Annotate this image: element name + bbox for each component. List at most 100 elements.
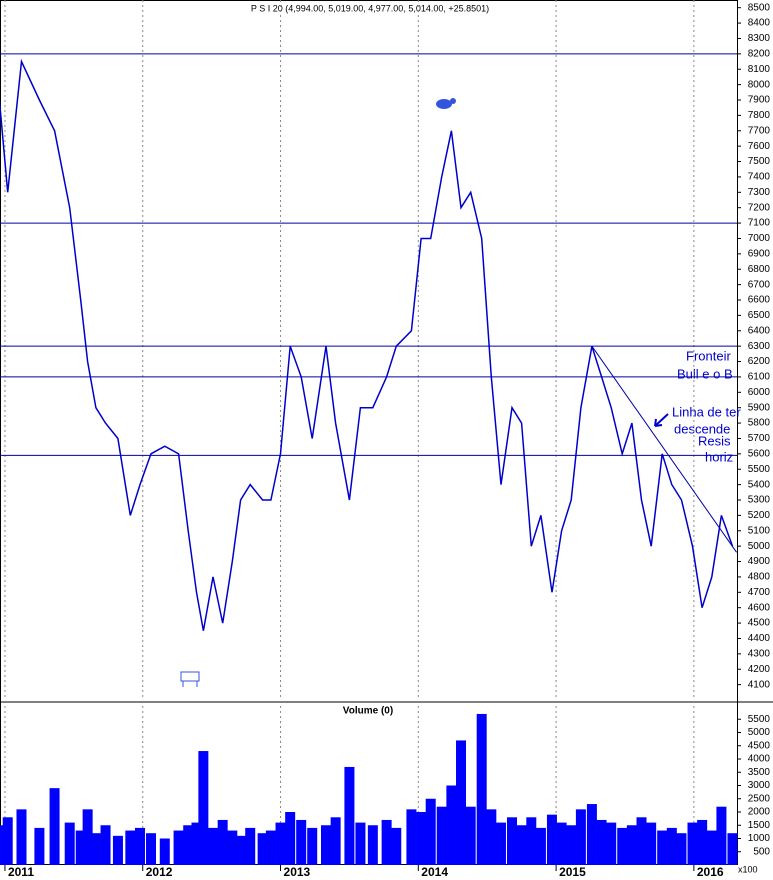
volume-bar [606,822,617,865]
y-tick-label: 5700 [748,433,771,444]
y-tick-label: 8200 [748,48,771,59]
volume-bar [367,825,378,865]
volume-bar [546,814,557,865]
y-tick-label: 7000 [748,233,771,244]
volume-bar [0,825,5,865]
volume-unit: x100 [738,864,758,874]
volume-bar [49,788,60,865]
y-tick-label: 5500 [748,714,771,725]
volume-bar [245,827,256,865]
y-tick-label: 6000 [748,387,771,398]
y-tick-label: 5200 [748,510,771,521]
volume-bar [296,819,307,865]
volume-bar [406,809,417,865]
volume-bar [697,819,708,865]
volume-bar [706,830,717,865]
volume-bar [425,798,436,865]
volume-bar [676,833,687,865]
volume-bar [596,819,607,865]
volume-bar [191,822,202,865]
volume-bar [183,825,194,865]
y-tick-label: 3500 [748,767,771,778]
annotation: Linha de ter [672,404,741,419]
y-tick-label: 6500 [748,310,771,321]
volume-bar [465,806,476,865]
volume-bar [198,751,209,865]
annotation: horiz [705,449,733,464]
volume-bar [125,830,136,865]
bear-icon [180,671,200,687]
y-tick-label: 5300 [748,495,771,506]
y-tick-label: 7800 [748,110,771,121]
volume-bar [265,830,276,865]
chart-title: P S I 20 (4,994.00, 5,019.00, 4,977.00, … [251,3,489,13]
volume-bar [227,830,238,865]
volume-bar [82,809,93,865]
y-tick-label: 4100 [748,679,771,690]
volume-bar [275,822,286,865]
y-tick-label: 7700 [748,125,771,136]
y-tick-label: 2500 [748,793,771,804]
y-tick-label: 4900 [748,556,771,567]
y-tick-label: 7400 [748,172,771,183]
volume-bar [100,825,111,865]
y-tick-label: 5400 [748,479,771,490]
y-tick-label: 4200 [748,664,771,675]
volume-bar [2,817,13,865]
volume-bar [446,785,457,865]
y-tick-label: 8100 [748,64,771,75]
volume-bar [64,822,75,865]
volume-bar [626,825,637,865]
annotation: Fronteir [686,348,731,363]
annotation: Resis [698,433,731,448]
volume-bar [307,827,318,865]
y-tick-label: 7500 [748,156,771,167]
y-tick-label: 6300 [748,341,771,352]
y-tick-label: 4700 [748,587,771,598]
volume-bar [507,817,518,865]
y-tick-label: 6600 [748,295,771,306]
y-tick-label: 3000 [748,780,771,791]
volume-bar [666,827,677,865]
y-tick-label: 6400 [748,325,771,336]
annotation: Bull e o B [677,366,733,381]
y-tick-label: 1500 [748,820,771,831]
annotation-arrow [654,413,669,427]
volume-bar [526,817,537,865]
volume-bar [134,827,145,865]
y-tick-label: 5000 [748,541,771,552]
y-tick-label: 5500 [748,464,771,475]
volume-bar [566,825,577,865]
volume-bar [416,812,427,865]
volume-bar [436,806,447,865]
volume-title: Volume (0) [343,706,393,717]
volume-bar [355,822,366,865]
volume-bar [486,809,497,865]
y-tick-label: 5600 [748,448,771,459]
y-tick-label: 8300 [748,33,771,44]
y-tick-label: 4000 [748,754,771,765]
x-tick-label: 2014 [421,865,448,879]
volume-bar [208,827,219,865]
y-tick-label: 6900 [748,248,771,259]
volume-bar [617,827,628,865]
volume-bar [381,819,392,865]
volume-bar [159,838,170,865]
x-tick-label: 2013 [284,865,311,879]
volume-bar [727,833,738,865]
y-tick-label: 500 [753,846,770,857]
y-tick-label: 4400 [748,633,771,644]
volume-bar [320,825,331,865]
volume-bar [146,833,157,865]
y-tick-label: 5000 [748,727,771,738]
volume-bar [285,812,296,865]
volume-bar [556,822,567,865]
volume-bar [344,766,355,865]
volume-bar [173,830,184,865]
volume-bar [90,833,101,865]
trend-line [591,345,737,553]
y-tick-label: 6700 [748,279,771,290]
volume-bar [495,822,506,865]
y-tick-label: 8500 [748,2,771,13]
x-tick-label: 2011 [8,865,34,879]
